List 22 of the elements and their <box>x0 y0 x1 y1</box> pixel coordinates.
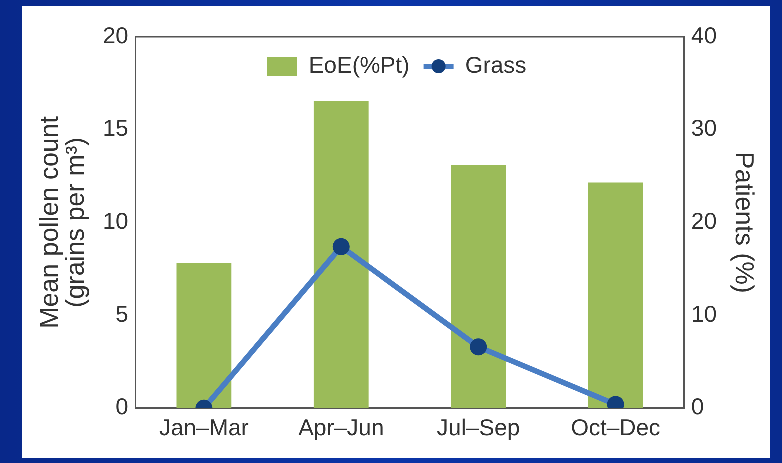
y2-tick-label: 0 <box>691 394 704 420</box>
y-tick-label: 0 <box>116 394 129 420</box>
bar <box>451 165 506 408</box>
x-tick-label: Apr–Jun <box>298 414 384 441</box>
legend-label: EoE(%Pt) <box>308 52 410 78</box>
bar <box>588 182 644 408</box>
y-axis-title: Mean pollen count (grains per m³) <box>34 116 90 329</box>
y-tick-label: 20 <box>102 22 129 48</box>
bar <box>176 264 232 408</box>
x-tick-label: Jul–Sep <box>437 414 520 441</box>
y2-tick-label: 40 <box>691 22 718 48</box>
bar <box>314 101 369 408</box>
y2-tick-label: 10 <box>691 300 718 327</box>
y2-tick-label: 20 <box>691 208 718 234</box>
y2-axis-title: Patients (%) <box>730 152 760 294</box>
y2-tick-label: 30 <box>691 115 718 142</box>
y-tick-label: 5 <box>116 300 129 327</box>
y-tick-label: 10 <box>102 208 129 234</box>
x-tick-label: Oct–Dec <box>571 414 661 441</box>
y-tick-label: 15 <box>102 115 129 142</box>
x-tick-label: Jan–Mar <box>159 414 250 441</box>
legend-label: Grass <box>465 52 527 78</box>
